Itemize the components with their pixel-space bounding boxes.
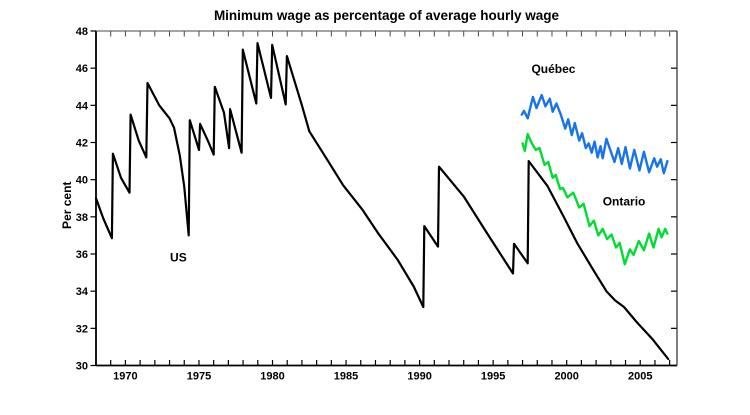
series-label-ontario: Ontario <box>603 195 646 209</box>
x-tick-label: 2005 <box>628 371 652 383</box>
series-line-qubec <box>520 93 669 175</box>
x-tick-label: 1980 <box>260 371 284 383</box>
series-line-ontario <box>521 132 669 266</box>
y-tick-label: 48 <box>76 26 88 38</box>
y-axis-label: Per cent <box>60 182 74 229</box>
y-tick-label: 44 <box>76 100 89 112</box>
y-tick-label: 40 <box>76 175 88 187</box>
axis-ticks <box>90 30 677 367</box>
x-tick-label: 1990 <box>407 371 431 383</box>
series-label-us: US <box>170 250 187 264</box>
y-tick-label: 42 <box>76 138 88 150</box>
y-tick-label: 32 <box>76 323 88 335</box>
chart-title: Minimum wage as percentage of average ho… <box>214 8 560 23</box>
x-tick-label: 1995 <box>481 371 505 383</box>
plot-frame <box>95 30 678 367</box>
y-tick-label: 30 <box>76 361 88 373</box>
x-tick-label: 1970 <box>113 371 137 383</box>
axis-tick-labels: 1970 1975 1980 1985 1990 1995 2000 2005 30 32 34 36… <box>76 26 653 383</box>
series-line-us <box>94 41 670 361</box>
x-tick-label: 1975 <box>187 371 211 383</box>
x-tick-label: 2000 <box>554 371 578 383</box>
series-lines <box>94 41 670 361</box>
x-tick-label: 1985 <box>334 371 358 383</box>
y-tick-label: 34 <box>76 286 89 298</box>
y-tick-label: 46 <box>76 63 88 75</box>
y-tick-label: 38 <box>76 212 88 224</box>
y-tick-label: 36 <box>76 249 88 261</box>
series-label-quebec: Québec <box>531 62 575 76</box>
